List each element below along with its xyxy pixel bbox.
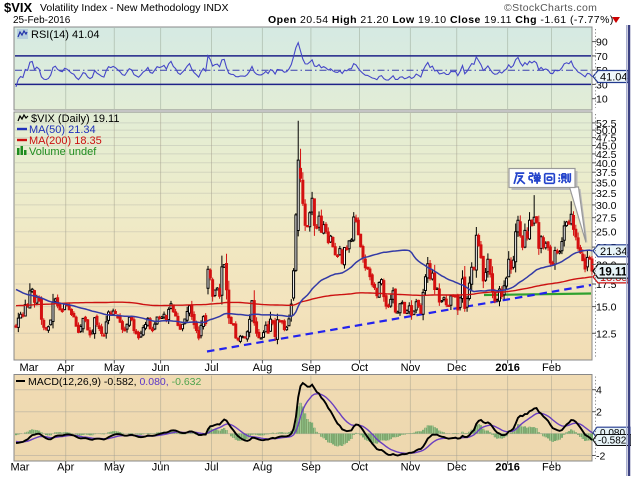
svg-text:May: May [104,462,125,474]
svg-text:Oct: Oct [351,462,368,474]
svg-text:10: 10 [596,94,608,106]
svg-text:©StockCharts.com: ©StockCharts.com [504,2,597,14]
svg-text:Sep: Sep [301,462,321,474]
svg-text:MACD(12,26,9) -0.582, 0.080, -: MACD(12,26,9) -0.582, 0.080, -0.632 [28,376,202,388]
svg-text:Aug: Aug [253,362,273,374]
svg-text:19.11: 19.11 [599,267,628,279]
svg-text:Jun: Jun [152,362,170,374]
svg-text:-2: -2 [596,451,605,463]
svg-text:4: 4 [596,385,602,397]
svg-text:2: 2 [596,407,602,419]
svg-text:37.5: 37.5 [596,167,617,179]
svg-text:35.0: 35.0 [596,177,617,189]
svg-text:Sep: Sep [301,362,321,374]
svg-text:0.080: 0.080 [600,428,625,439]
svg-text:Jul: Jul [204,462,218,474]
svg-text:30: 30 [596,79,608,91]
svg-text:41.04: 41.04 [600,72,628,84]
svg-text:Mar: Mar [11,462,30,474]
svg-text:12.5: 12.5 [596,328,617,340]
svg-text:May: May [104,362,125,374]
svg-text:2016: 2016 [495,362,519,374]
svg-text:15.0: 15.0 [596,302,617,314]
svg-text:52.5: 52.5 [596,118,617,130]
svg-text:21.34: 21.34 [600,246,628,258]
svg-text:-0.582: -0.582 [598,436,627,447]
svg-text:Open 20.54 High 21.20 Low 19.1: Open 20.54 High 21.20 Low 19.10 Close 19… [268,14,614,26]
svg-text:50.0: 50.0 [596,125,617,137]
svg-text:$VIX (Daily) 19.11: $VIX (Daily) 19.11 [31,113,119,125]
svg-text:MA(200) 18.35: MA(200) 18.35 [29,135,102,147]
svg-text:90: 90 [596,37,608,49]
svg-text:$VIX: $VIX [4,0,33,15]
svg-text:Mar: Mar [20,362,39,374]
svg-text:Feb: Feb [542,462,561,474]
svg-text:Aug: Aug [253,462,273,474]
svg-text:Apr: Apr [57,462,74,474]
svg-text:45.0: 45.0 [596,141,617,153]
svg-text:MA(50) 21.34: MA(50) 21.34 [29,124,96,136]
svg-text:70: 70 [596,51,608,63]
svg-text:Volume undef: Volume undef [29,146,97,158]
svg-text:Jul: Jul [204,362,218,374]
svg-text:Jun: Jun [152,462,170,474]
svg-text:Oct: Oct [351,362,368,374]
svg-text:Apr: Apr [57,362,74,374]
svg-text:30.0: 30.0 [596,200,617,212]
svg-text:25.0: 25.0 [596,227,617,239]
svg-text:RSI(14) 41.04: RSI(14) 41.04 [31,29,99,41]
svg-text:Feb: Feb [542,362,561,374]
svg-text:Nov: Nov [401,462,421,474]
svg-text:Nov: Nov [401,362,421,374]
svg-text:47.5: 47.5 [596,133,617,145]
svg-text:Volatility Index - New Methodo: Volatility Index - New Methodology INDX [40,2,229,14]
svg-text:40.0: 40.0 [596,158,617,170]
svg-text:42.5: 42.5 [596,149,617,161]
svg-text:32.5: 32.5 [596,188,617,200]
svg-text:Dec: Dec [447,362,467,374]
svg-text:Dec: Dec [447,462,467,474]
svg-text:27.5: 27.5 [596,213,617,225]
svg-text:25-Feb-2016: 25-Feb-2016 [13,15,71,26]
svg-text:2016: 2016 [495,462,519,474]
